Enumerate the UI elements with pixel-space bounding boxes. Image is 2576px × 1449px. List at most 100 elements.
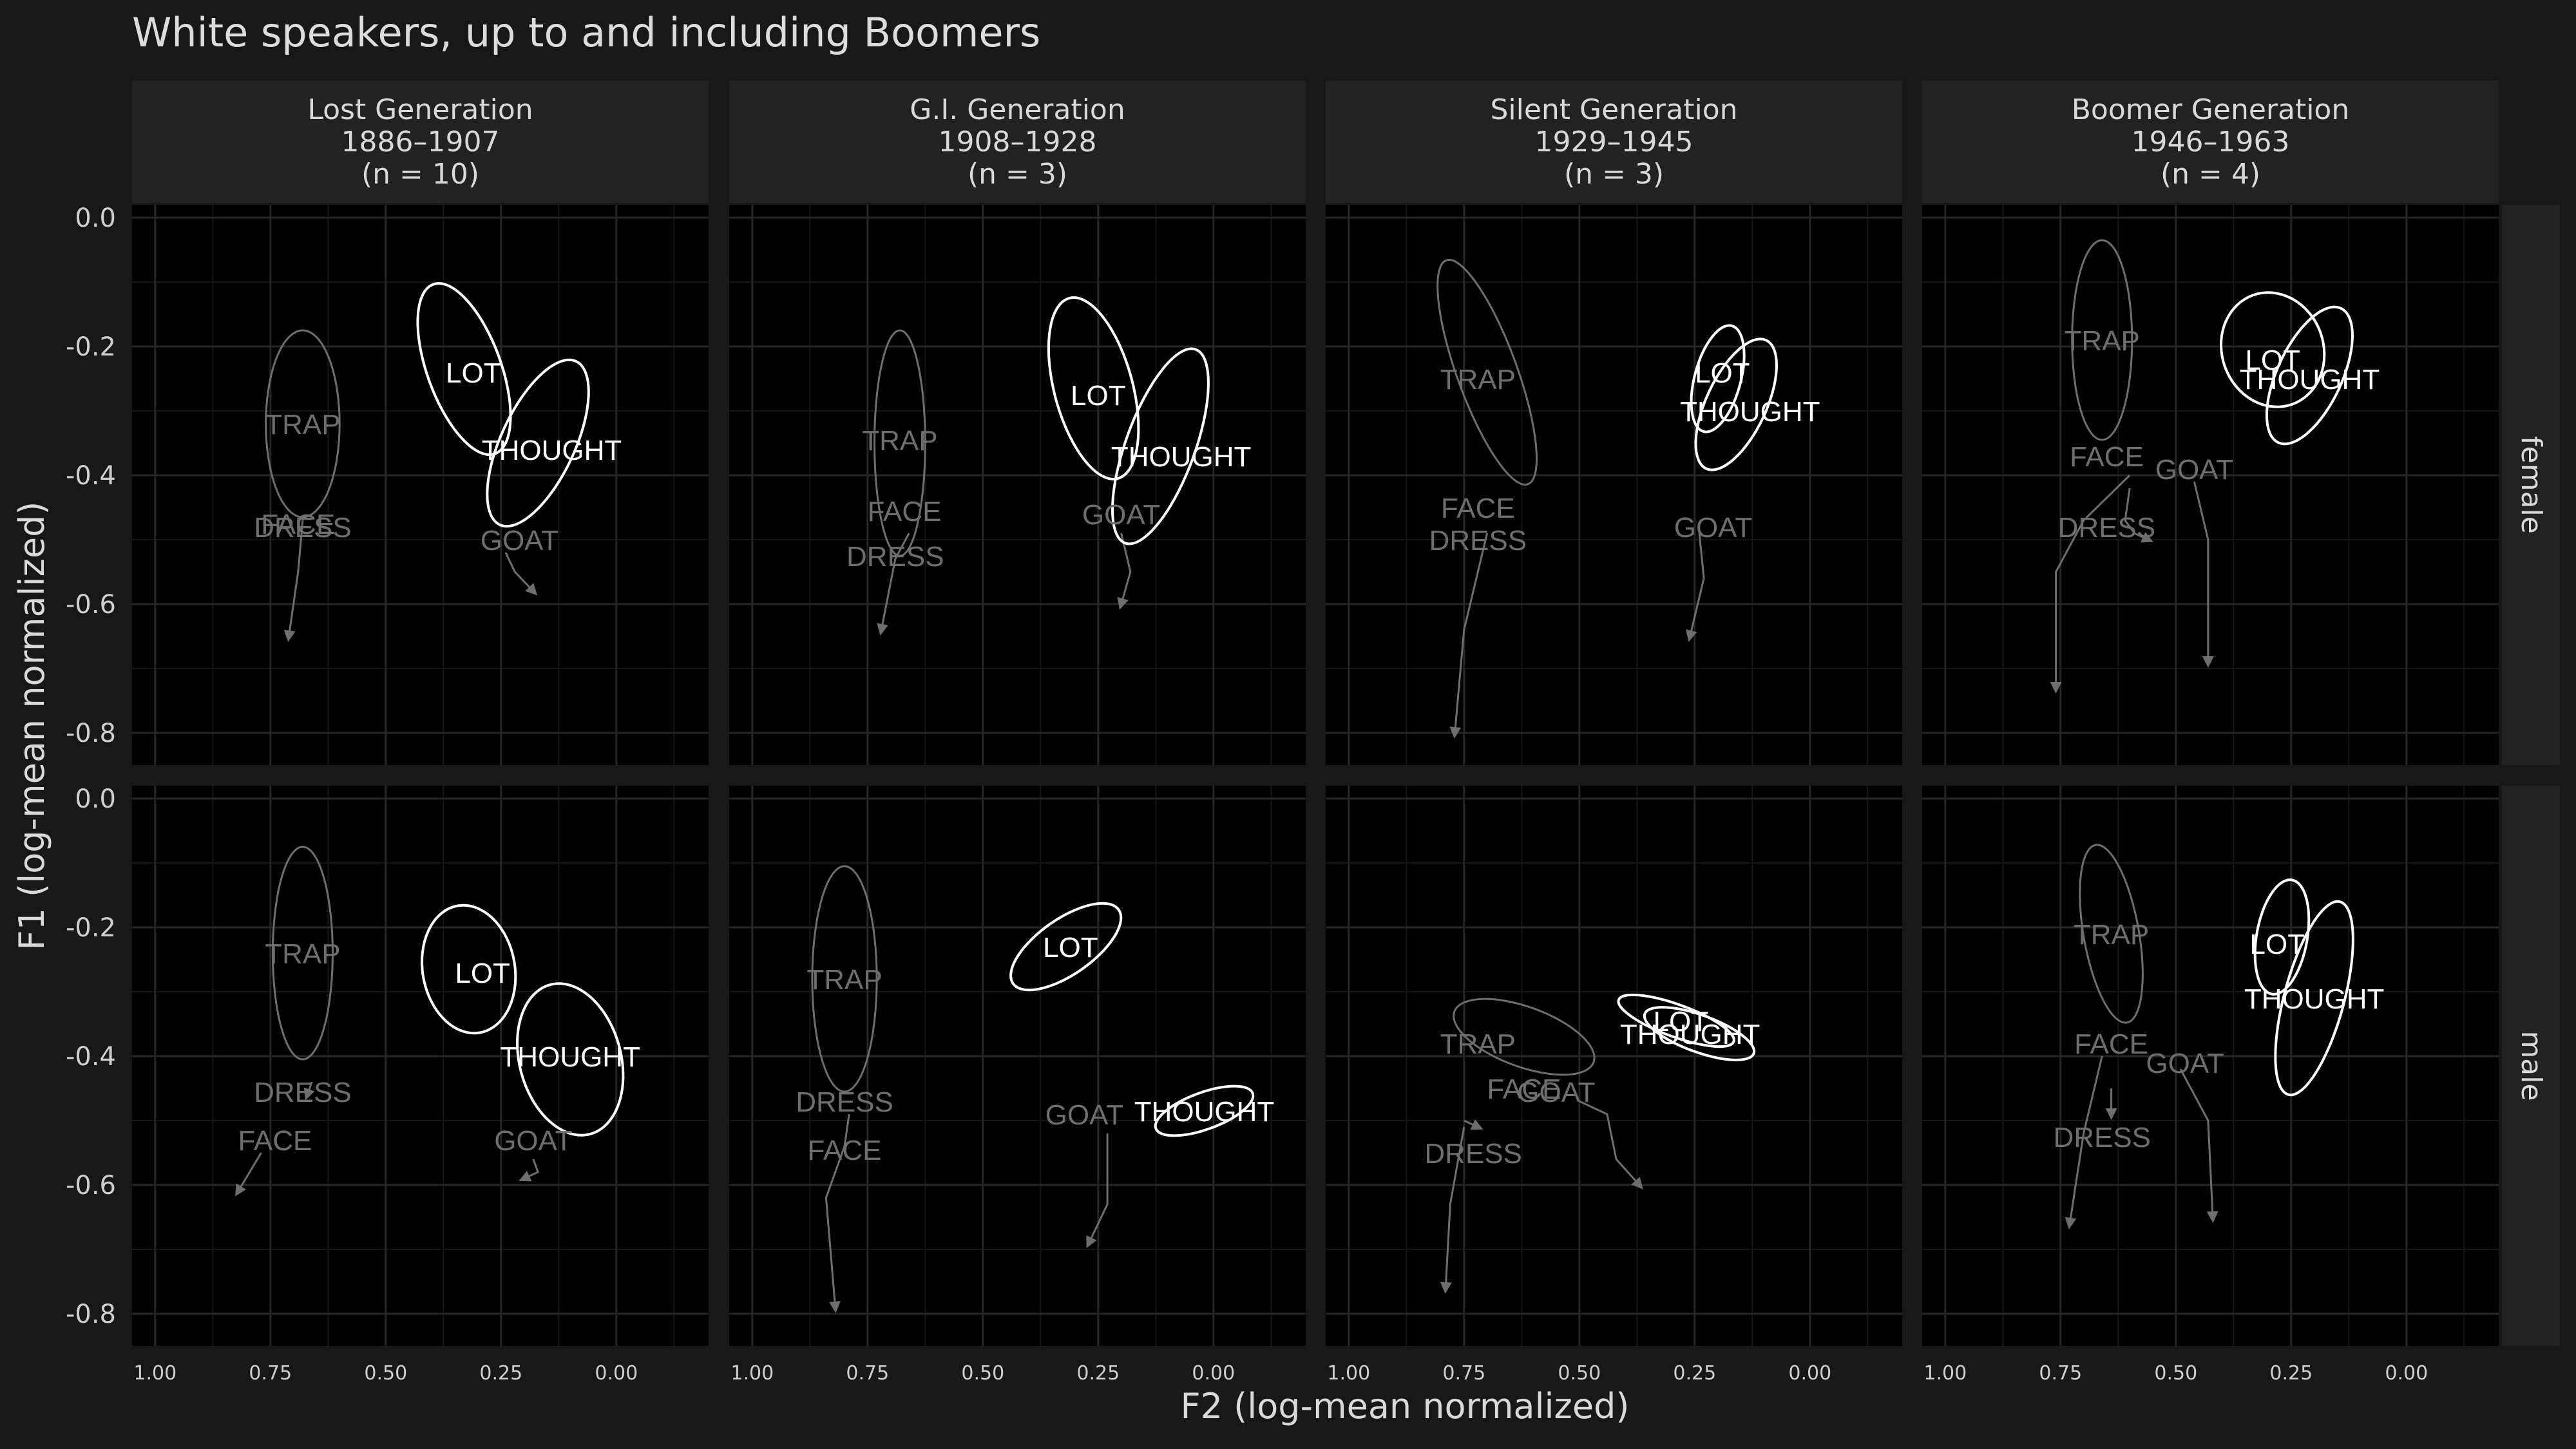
column-strip-background [132,80,709,203]
panel-background [729,786,1306,1346]
face-label: FACE [2074,1028,2148,1060]
column-strip-n: (n = 3) [968,158,1067,191]
column-strip-background [729,80,1306,203]
x-tick-label: 1.00 [730,1362,774,1385]
lot-ellipse [421,904,517,1035]
trap-ellipse [2071,239,2133,441]
lot-label: LOT [1654,1006,1709,1037]
face-label: FACE [808,1135,882,1166]
goat-label: GOAT [2146,1048,2224,1079]
trajectory-arrow [1086,1133,1109,1249]
x-tick-label: 1.00 [1923,1362,1967,1385]
chart-title: White speakers, up to and including Boom… [132,9,1040,56]
goat-label: GOAT [494,1125,572,1157]
goat-label: GOAT [1517,1077,1595,1108]
thought-ellipse [486,358,590,528]
lot-label: LOT [1071,380,1126,412]
y-tick-label: -0.8 [66,719,116,748]
y-tick-label: -0.4 [66,461,116,491]
y-tick-label: -0.2 [66,913,116,943]
panel-male-1: FACE DRESS GOAT TRAP THOUGHT LOT [132,786,709,1346]
face-label: FACE [1487,1074,1561,1105]
thought-label: THOUGHT [1134,1096,1275,1128]
column-strip-name: Silent Generation [1490,93,1737,126]
goat-label: GOAT [2155,454,2233,486]
x-tick-label: 1.00 [1327,1362,1370,1385]
lot-label: LOT [1695,357,1750,389]
trajectory-arrow [2050,474,2131,694]
trap-ellipse [811,865,878,1093]
thought-label: THOUGHT [1680,396,1820,428]
trajectory-arrow [504,552,538,596]
column-strip-name: Lost Generation [307,93,533,126]
lot-ellipse [1690,324,1746,433]
column-strip-n: (n = 10) [361,158,479,191]
trajectory-arrow [877,533,910,636]
lot-label: LOT [446,357,501,389]
panel-background [132,205,709,765]
trap-ellipse [2079,844,2144,1024]
lot-ellipse [1617,993,1735,1048]
column-strip-n: (n = 4) [2161,158,2260,191]
goat-label: GOAT [1082,499,1160,531]
panel-background [1326,786,1902,1346]
trap-label: TRAP [1440,1028,1516,1060]
trajectory-arrow [1579,1100,1643,1189]
y-tick-label: -0.2 [66,332,116,362]
x-tick-label: 0.25 [1076,1362,1120,1385]
lot-ellipse [1009,902,1123,992]
x-tick-label: 0.50 [2154,1362,2197,1385]
y-tick-label: 0.0 [75,784,116,814]
thought-label: THOUGHT [1620,1019,1760,1050]
row-strip-male: male [2502,786,2560,1346]
dress-label: DRESS [254,512,352,544]
face-label: FACE [238,1125,312,1157]
y-tick-label: -0.4 [66,1042,116,1072]
trap-label: TRAP [2065,325,2140,357]
thought-label: THOUGHT [500,1041,640,1073]
trajectory-arrow [825,1113,850,1313]
goat-label: GOAT [481,525,558,556]
y-axis-label: F1 (log-mean normalized) [12,502,52,951]
x-tick-label: 0.00 [1788,1362,1831,1385]
trajectory-arrow [303,1081,315,1101]
x-tick-label: 0.00 [2385,1362,2428,1385]
dress-label: DRESS [796,1086,893,1118]
y-tick-label: -0.6 [66,1171,116,1200]
trajectory-arrow [2179,1068,2218,1223]
x-tick-label: 0.75 [1442,1362,1485,1385]
dress-label: DRESS [846,541,944,573]
dress-label: DRESS [254,1077,352,1108]
trap-label: TRAP [2074,919,2149,951]
x-tick-label: 0.00 [595,1362,638,1385]
column-strip-years: 1908–1928 [939,126,1097,158]
x-tick-label: 0.25 [1673,1362,1716,1385]
panel-background [1326,205,1902,765]
trajectory-arrow [1464,1119,1484,1130]
y-tick-label: -0.8 [66,1300,116,1329]
dress-label: DRESS [2053,1122,2151,1153]
column-strip-years: 1929–1945 [1535,126,1693,158]
trajectory-arrow [1440,1126,1465,1294]
trap-ellipse [1453,998,1596,1076]
goat-label: GOAT [1674,512,1752,544]
trajectory-arrow [1117,533,1132,610]
trap-ellipse [873,329,926,557]
thought-ellipse [1154,1084,1255,1137]
thought-ellipse [516,982,625,1137]
x-tick-label: 0.25 [479,1362,522,1385]
x-tick-label: 0.75 [846,1362,889,1385]
x-tick-label: 0.00 [1192,1362,1235,1385]
lot-ellipse [2253,878,2311,996]
trajectory-arrow [519,1159,539,1182]
trajectory-arrow [283,520,304,642]
trap-label: TRAP [265,938,340,970]
column-strip-n: (n = 3) [1564,158,1664,191]
trajectory-arrow [2193,481,2214,668]
